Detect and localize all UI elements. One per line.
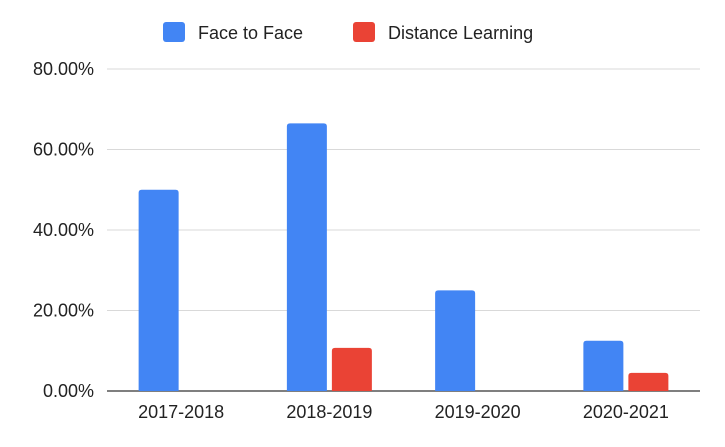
bar-distance-learning-2020-2021 [628, 372, 669, 391]
bar-face-to-face-2018-2019 [286, 123, 327, 392]
y-axis: 0.00% 20.00% 40.00% 60.00% 80.00% [33, 59, 94, 401]
bar-face-to-face-2017-2018 [138, 189, 179, 391]
bar-face-to-face-2019-2020 [435, 290, 476, 391]
bar-distance-learning-2018-2019 [331, 347, 372, 391]
bars [138, 123, 669, 392]
legend-label: Distance Learning [388, 23, 533, 43]
y-tick-label: 80.00% [33, 59, 94, 79]
y-tick-label: 0.00% [43, 381, 94, 401]
gridlines [107, 68, 700, 392]
y-tick-label: 60.00% [33, 140, 94, 160]
y-tick-label: 20.00% [33, 301, 94, 321]
x-tick-label: 2019-2020 [435, 402, 521, 422]
legend-label: Face to Face [198, 23, 303, 43]
x-tick-label: 2020-2021 [583, 402, 669, 422]
x-tick-label: 2017-2018 [138, 402, 224, 422]
legend-swatch-face-to-face [163, 22, 185, 42]
legend-swatch-distance-learning [353, 22, 375, 42]
x-axis: 2017-2018 2018-2019 2019-2020 2020-2021 [138, 402, 669, 422]
legend: Face to Face Distance Learning [163, 22, 533, 43]
y-tick-label: 40.00% [33, 220, 94, 240]
x-tick-label: 2018-2019 [286, 402, 372, 422]
bar-face-to-face-2020-2021 [583, 340, 624, 391]
